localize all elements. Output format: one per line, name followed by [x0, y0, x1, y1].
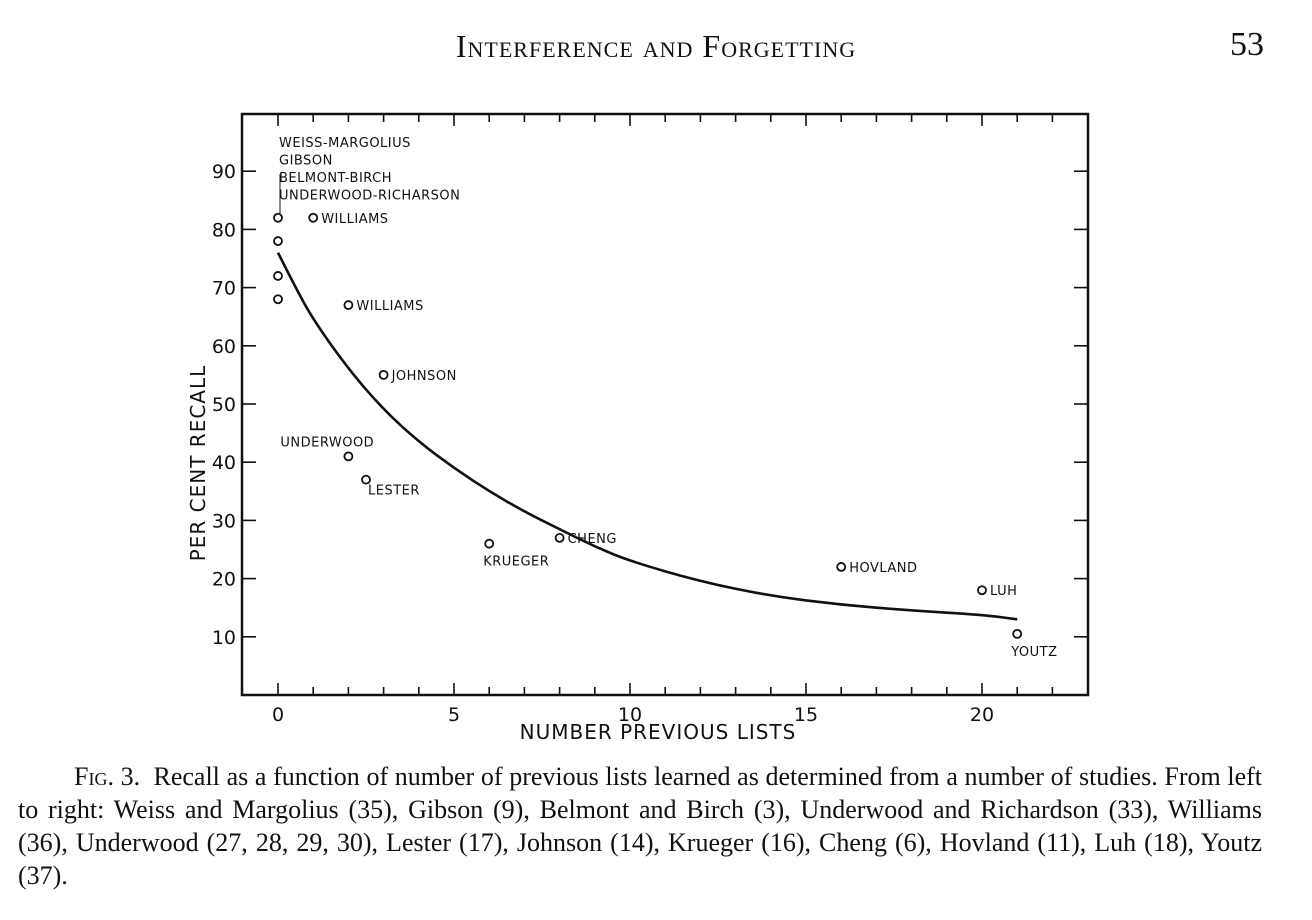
point-label: KRUEGER	[483, 555, 549, 570]
data-point	[273, 294, 283, 305]
y-tick-label: 10	[212, 627, 236, 649]
group-label: GIBSON	[279, 154, 333, 169]
point-label: UNDERWOOD	[280, 435, 374, 450]
figure-caption: Fig. 3. Recall as a function of number o…	[18, 760, 1262, 892]
x-tick-label: 20	[970, 704, 994, 726]
data-point	[378, 369, 389, 380]
data-point	[977, 585, 987, 596]
point-label: LUH	[990, 584, 1017, 599]
point-label: WILLIAMS	[356, 299, 423, 314]
data-point	[343, 451, 354, 462]
data-point	[484, 538, 495, 549]
data-point	[308, 212, 319, 223]
point-label: LESTER	[368, 484, 420, 499]
axis-ticks: 0 5 10 15 20 10 20 30 40 50 60 70 80 90	[212, 114, 1088, 726]
x-tick-label: 15	[794, 704, 818, 726]
x-axis-title: NUMBER PREVIOUS LISTS	[520, 720, 797, 744]
point-label: JOHNSON	[391, 369, 457, 384]
page-number: 53	[1230, 26, 1264, 63]
data-point	[1012, 628, 1023, 639]
running-header: Interference and Forgetting 53	[0, 26, 1312, 70]
x-tick-label: 10	[618, 704, 642, 726]
point-label: YOUTZ	[1010, 645, 1057, 660]
point-label: CHENG	[568, 532, 617, 547]
y-tick-label: 70	[212, 278, 236, 300]
data-point	[554, 532, 565, 543]
group-label: BELMONT-BIRCH	[279, 171, 392, 186]
y-tick-label: 90	[212, 161, 236, 183]
y-axis-title: PER CENT RECALL	[186, 365, 210, 562]
y-tick-label: 20	[212, 569, 236, 591]
point-label: HOVLAND	[849, 561, 917, 576]
data-point	[273, 236, 283, 246]
data-point	[273, 212, 283, 223]
data-point	[273, 271, 283, 281]
data-points	[273, 212, 1023, 639]
y-tick-label: 80	[212, 219, 236, 241]
point-labels: WILLIAMS WILLIAMS JOHNSON UNDERWOOD LESTER KR…	[279, 136, 1057, 660]
recall-curve-line	[276, 252, 1018, 621]
data-point	[343, 300, 354, 310]
group-label: UNDERWOOD-RICHARSON	[279, 188, 460, 203]
y-tick-label: 30	[212, 510, 236, 532]
group-label: WEISS-MARGOLIUS	[279, 136, 411, 151]
x-tick-label: 5	[448, 704, 460, 726]
fitted-curve	[276, 252, 1018, 621]
y-tick-label: 60	[212, 336, 236, 358]
y-tick-label: 50	[212, 394, 236, 416]
x-tick-label: 0	[272, 704, 284, 726]
y-tick-label: 40	[212, 452, 236, 474]
page-title: Interference and Forgetting	[455, 28, 857, 64]
point-label: WILLIAMS	[321, 212, 388, 227]
data-point	[836, 562, 847, 572]
caption-label: Fig. 3.	[74, 762, 141, 791]
caption-text: Recall as a function of number of previo…	[18, 762, 1263, 890]
data-point	[361, 474, 371, 485]
